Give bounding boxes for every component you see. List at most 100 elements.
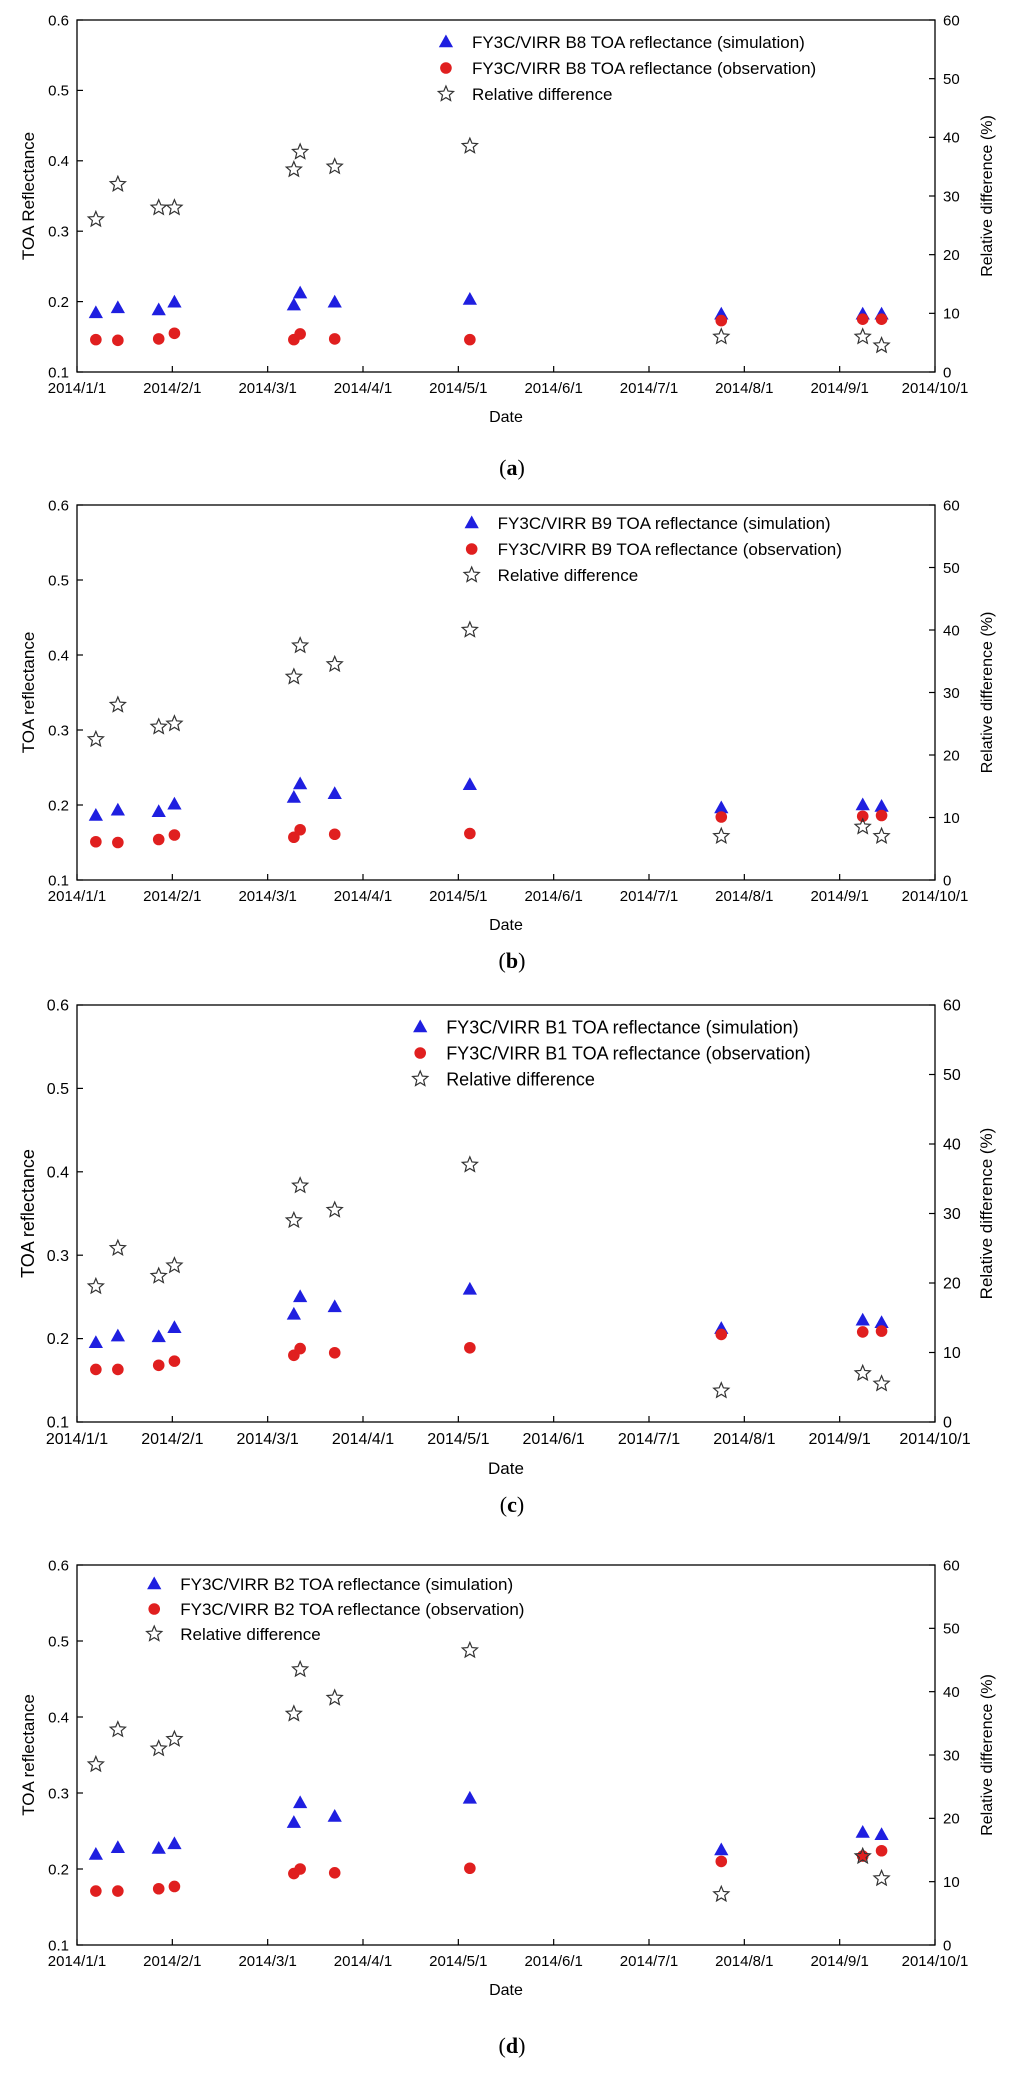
circle-point bbox=[328, 333, 341, 345]
triangle-point bbox=[88, 1335, 103, 1349]
series-star bbox=[86, 136, 891, 354]
x-tick-label: 2014/7/1 bbox=[620, 380, 678, 397]
circle-point bbox=[168, 1880, 181, 1893]
star-point bbox=[284, 1210, 303, 1229]
series-star bbox=[86, 1640, 891, 1903]
x-tick-label: 2014/5/1 bbox=[429, 1953, 487, 1970]
series-triangle bbox=[88, 1790, 889, 1860]
x-tick-label: 2014/1/1 bbox=[48, 888, 106, 905]
x-tick-label: 2014/2/1 bbox=[143, 380, 201, 397]
triangle-point bbox=[110, 300, 125, 314]
star-point bbox=[853, 327, 872, 345]
x-tick-label: 2014/9/1 bbox=[810, 888, 868, 905]
x-tick-label: 2014/3/1 bbox=[238, 380, 296, 397]
legend-label: Relative difference bbox=[180, 1625, 321, 1644]
circle-point bbox=[168, 327, 181, 340]
x-tick-label: 2014/8/1 bbox=[715, 380, 773, 397]
circle-point bbox=[328, 1867, 341, 1879]
circle-point bbox=[464, 333, 476, 346]
y2-tick-label: 60 bbox=[943, 12, 960, 29]
triangle-point bbox=[462, 1281, 477, 1295]
panel-caption: (c) bbox=[500, 1492, 524, 1517]
legend-star-marker bbox=[436, 84, 456, 102]
plot-area-frame bbox=[76, 504, 936, 881]
x-axis-title: Date bbox=[489, 1982, 523, 1999]
y2-tick-label: 20 bbox=[943, 1811, 960, 1828]
caption-close-paren: ) bbox=[517, 1492, 524, 1517]
y-tick-label: 0.5 bbox=[48, 1633, 69, 1650]
y2-tick-label: 0 bbox=[943, 1415, 952, 1432]
star-point bbox=[325, 654, 344, 673]
y-tick-label: 0.1 bbox=[48, 1937, 69, 1954]
y2-tick-label: 50 bbox=[943, 1621, 960, 1638]
y2-tick-label: 30 bbox=[943, 1206, 961, 1223]
star-point bbox=[86, 209, 105, 228]
x-tick-label: 2014/4/1 bbox=[334, 1953, 392, 1970]
circle-point bbox=[328, 1346, 341, 1359]
triangle-point bbox=[293, 1795, 308, 1809]
circle-point bbox=[152, 333, 165, 345]
star-point bbox=[872, 826, 891, 844]
y-tick-label: 0.2 bbox=[48, 1861, 69, 1878]
series-circle bbox=[90, 313, 888, 347]
y2-tick-label: 40 bbox=[943, 130, 960, 147]
y-tick-label: 0.2 bbox=[48, 797, 69, 814]
caption-letter: b bbox=[506, 948, 518, 973]
star-point bbox=[149, 198, 168, 216]
circle-point bbox=[112, 836, 124, 849]
x-axis-title: Date bbox=[489, 917, 523, 934]
triangle-point bbox=[293, 776, 308, 790]
star-point bbox=[291, 1176, 310, 1194]
x-tick-label: 2014/7/1 bbox=[620, 1953, 678, 1970]
circle-point bbox=[715, 1328, 728, 1341]
triangle-point bbox=[293, 1289, 308, 1303]
legend-triangle-marker bbox=[438, 34, 454, 48]
circle-point bbox=[90, 1363, 102, 1376]
y2-tick-label: 60 bbox=[943, 497, 960, 514]
triangle-point bbox=[88, 1847, 103, 1860]
caption-open-paren: ( bbox=[499, 455, 506, 480]
legend-label: FY3C/VIRR B8 TOA reflectance (observatio… bbox=[472, 59, 816, 78]
triangle-point bbox=[167, 1320, 182, 1334]
triangle-point bbox=[855, 797, 870, 811]
y-tick-label: 0.2 bbox=[47, 1331, 69, 1348]
chart-panel-c: 0.1 0.2 0.3 0.4 0.5 0.6 0 10 20 30 40 50 60 2014/1/1 2… bbox=[18, 998, 996, 1517]
x-tick-label: 2014/10/1 bbox=[902, 888, 969, 905]
triangle-point bbox=[88, 808, 103, 821]
circle-point bbox=[875, 313, 888, 326]
x-tick-label: 2014/4/1 bbox=[332, 1431, 394, 1448]
legend-label: FY3C/VIRR B9 TOA reflectance (observatio… bbox=[498, 540, 842, 559]
triangle-point bbox=[874, 1315, 889, 1329]
star-point bbox=[291, 636, 310, 654]
circle-point bbox=[112, 334, 124, 347]
series-circle bbox=[90, 1844, 888, 1897]
triangle-point bbox=[327, 1299, 342, 1313]
legend-star-marker bbox=[145, 1624, 164, 1642]
circle-point bbox=[464, 1341, 476, 1354]
x-tick-label: 2014/7/1 bbox=[618, 1431, 680, 1448]
circle-point bbox=[168, 829, 181, 841]
x-tick-label: 2014/10/1 bbox=[902, 1953, 969, 1970]
circle-point bbox=[856, 313, 869, 326]
x-tick-label: 2014/5/1 bbox=[429, 888, 487, 905]
triangle-point bbox=[327, 786, 342, 799]
y-tick-label: 0.3 bbox=[47, 1248, 69, 1265]
star-point bbox=[325, 1200, 344, 1218]
star-point bbox=[149, 717, 168, 735]
star-point bbox=[86, 1276, 105, 1295]
star-point bbox=[712, 327, 731, 345]
star-point bbox=[712, 1884, 731, 1903]
y-tick-label: 0.5 bbox=[48, 83, 69, 100]
series-triangle bbox=[88, 285, 889, 320]
x-tick-label: 2014/3/1 bbox=[237, 1431, 299, 1448]
x-tick-label: 2014/6/1 bbox=[523, 1431, 585, 1448]
y2-tick-label: 20 bbox=[943, 1276, 961, 1293]
star-point bbox=[460, 620, 479, 638]
legend-triangle-marker bbox=[413, 1019, 428, 1033]
y2-axis-title: Relative difference (%) bbox=[979, 1674, 996, 1836]
plot-area-frame bbox=[76, 1004, 936, 1423]
triangle-point bbox=[874, 1827, 889, 1841]
triangle-point bbox=[167, 294, 182, 308]
star-point bbox=[149, 1266, 168, 1284]
triangle-point bbox=[714, 1842, 729, 1856]
